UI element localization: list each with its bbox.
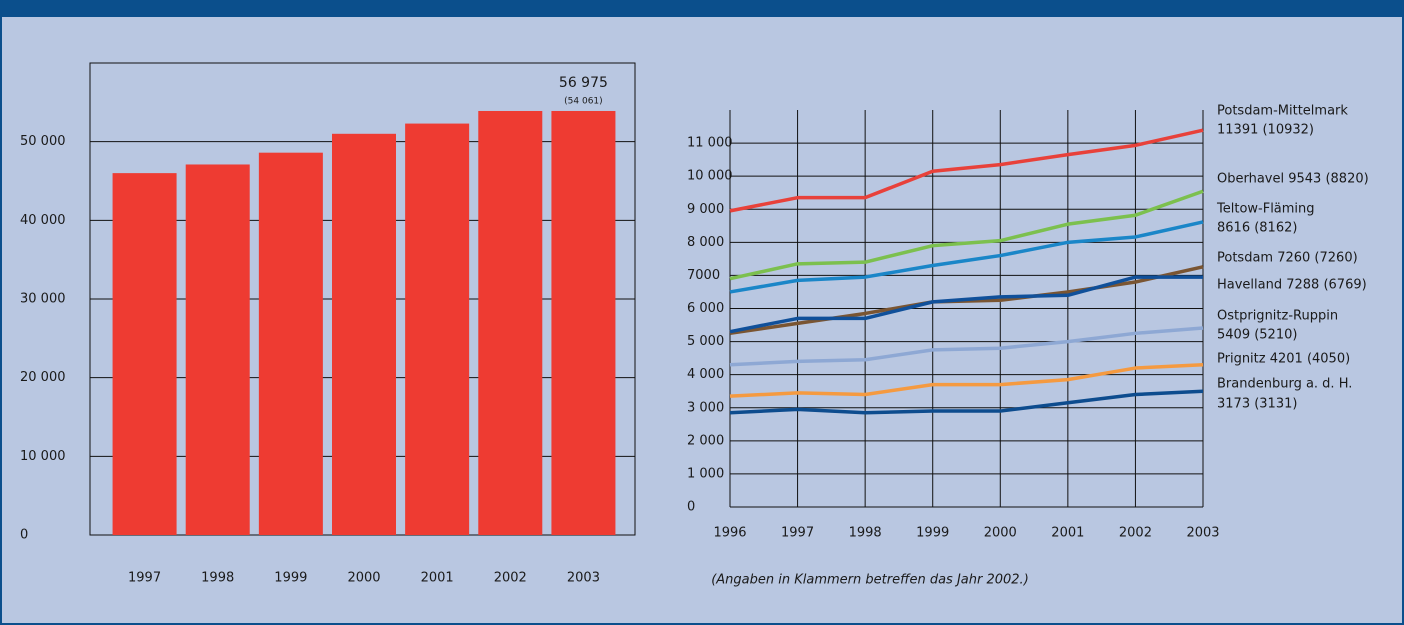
legend-detail: 3173 (3131) bbox=[1217, 397, 1297, 412]
legend-detail: 8616 (8162) bbox=[1217, 221, 1297, 236]
y-tick-label: 6 000 bbox=[687, 301, 724, 316]
x-tick-label: 2002 bbox=[494, 571, 527, 586]
legend-detail: 5409 (5210) bbox=[1217, 328, 1297, 343]
y-tick-label: 30 000 bbox=[20, 292, 66, 307]
legend-label: Potsdam-Mittelmark bbox=[1217, 104, 1348, 119]
y-tick-label: 10 000 bbox=[20, 449, 66, 464]
x-tick-label: 1998 bbox=[849, 526, 882, 541]
x-tick-label: 1999 bbox=[916, 526, 949, 541]
y-tick-label: 11 000 bbox=[687, 136, 733, 151]
annotation: 56 975 bbox=[559, 75, 608, 91]
x-tick-label: 2003 bbox=[1186, 526, 1219, 541]
annotation: (54 061) bbox=[564, 96, 603, 106]
series-line bbox=[729, 326, 1204, 367]
y-tick-label: 10 000 bbox=[687, 169, 733, 184]
x-tick-label: 1998 bbox=[201, 571, 234, 586]
y-tick-label: 4 000 bbox=[687, 367, 724, 382]
x-tick-label: 2000 bbox=[984, 526, 1017, 541]
header-band bbox=[0, 0, 1404, 17]
series-line bbox=[729, 128, 1204, 213]
legend-label: Prignitz 4201 (4050) bbox=[1217, 352, 1350, 367]
legend-label: Oberhavel 9543 (8820) bbox=[1217, 172, 1369, 187]
y-tick-label: 40 000 bbox=[20, 213, 66, 228]
bar bbox=[478, 110, 543, 535]
x-tick-label: 2001 bbox=[421, 571, 454, 586]
legend-label: Havelland 7288 (6769) bbox=[1217, 278, 1367, 293]
y-tick-label: 0 bbox=[20, 528, 28, 543]
y-tick-label: 50 000 bbox=[20, 134, 66, 149]
y-tick-label: 8 000 bbox=[687, 235, 724, 250]
legend-label: Teltow-Fläming bbox=[1216, 202, 1315, 217]
y-tick-label: 7000 bbox=[687, 268, 720, 283]
x-tick-label: 1996 bbox=[713, 526, 746, 541]
bar bbox=[551, 110, 616, 535]
bar bbox=[258, 152, 323, 535]
y-tick-label: 9 000 bbox=[687, 202, 724, 217]
series-line bbox=[729, 389, 1204, 415]
x-tick-label: 2000 bbox=[347, 571, 380, 586]
bar bbox=[405, 123, 470, 535]
legend-label: Ostprignitz-Ruppin bbox=[1217, 309, 1338, 324]
x-tick-label: 1999 bbox=[274, 571, 307, 586]
series-line bbox=[729, 362, 1204, 398]
legend-label: Potsdam 7260 (7260) bbox=[1217, 251, 1358, 266]
bar bbox=[185, 164, 250, 536]
x-tick-label: 2001 bbox=[1051, 526, 1084, 541]
x-tick-label: 2002 bbox=[1119, 526, 1152, 541]
x-tick-label: 1997 bbox=[128, 571, 161, 586]
bar bbox=[332, 133, 396, 536]
legend-detail: 11391 (10932) bbox=[1217, 123, 1314, 138]
series-line bbox=[729, 220, 1204, 294]
series-line bbox=[729, 275, 1203, 334]
x-tick-label: 2003 bbox=[567, 571, 600, 586]
y-tick-label: 5 000 bbox=[687, 334, 724, 349]
x-tick-label: 1997 bbox=[781, 526, 814, 541]
y-tick-label: 2 000 bbox=[687, 433, 724, 448]
bar bbox=[112, 173, 177, 535]
y-tick-label: 20 000 bbox=[20, 370, 66, 385]
y-tick-label: 0 bbox=[687, 500, 695, 515]
y-tick-label: 3 000 bbox=[687, 400, 724, 415]
series-line bbox=[729, 189, 1204, 281]
legend-label: Brandenburg a. d. H. bbox=[1217, 377, 1352, 392]
y-tick-label: 1 000 bbox=[687, 466, 724, 481]
footnote: (Angaben in Klammern betreffen das Jahr … bbox=[711, 573, 1029, 588]
